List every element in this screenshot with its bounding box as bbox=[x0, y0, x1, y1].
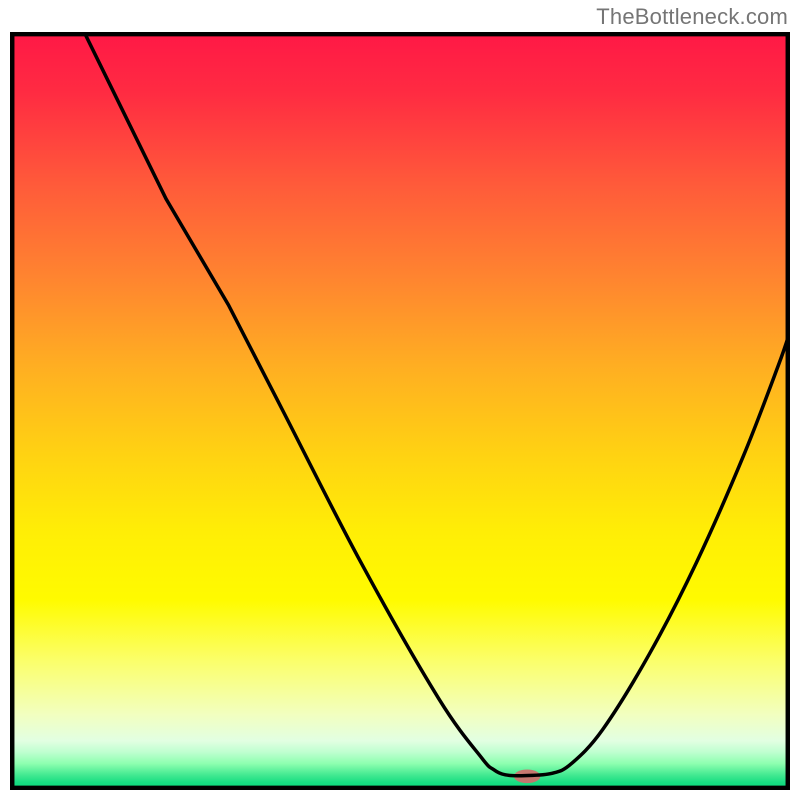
bottleneck-chart bbox=[10, 32, 790, 790]
watermark-text: TheBottleneck.com bbox=[596, 4, 788, 30]
gradient-background bbox=[10, 32, 790, 790]
chart-svg bbox=[10, 32, 790, 790]
chart-container: TheBottleneck.com bbox=[0, 0, 800, 800]
